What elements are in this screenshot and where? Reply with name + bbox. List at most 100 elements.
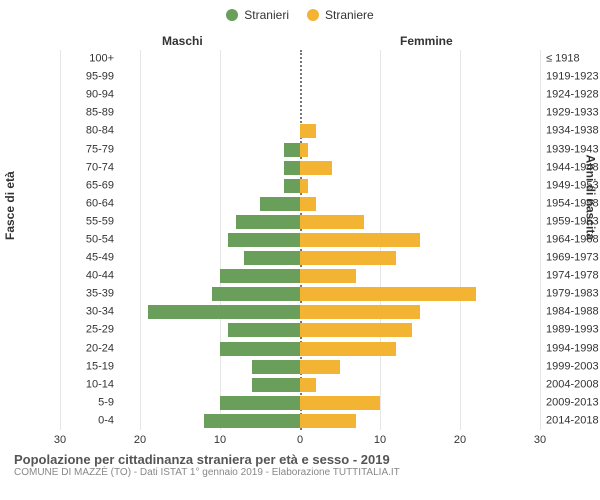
y-label-year: 1959-1963	[546, 216, 599, 227]
y-label-age: 50-54	[86, 235, 114, 246]
bar-male	[252, 360, 300, 374]
bar-male	[284, 179, 300, 193]
y-label-age: 80-84	[86, 126, 114, 137]
bar-female	[300, 251, 396, 265]
y-label-age: 70-74	[86, 162, 114, 173]
bar-female	[300, 305, 420, 319]
bar-female	[300, 179, 308, 193]
legend-female-label: Straniere	[325, 8, 374, 22]
legend-item-male: Stranieri	[226, 8, 289, 22]
bar-female	[300, 360, 340, 374]
y-label-age: 65-69	[86, 180, 114, 191]
bar-male	[212, 287, 300, 301]
bar-male	[220, 396, 300, 410]
y-label-age: 35-39	[86, 289, 114, 300]
footer: Popolazione per cittadinanza straniera p…	[0, 452, 600, 484]
y-label-age: 55-59	[86, 216, 114, 227]
y-label-year: 1969-1973	[546, 253, 599, 264]
y-label-year: 1939-1943	[546, 144, 599, 155]
chart-area: Maschi Femmine Fasce di età Anni di nasc…	[0, 22, 600, 452]
bar-female	[300, 269, 356, 283]
y-label-year: 1944-1948	[546, 162, 599, 173]
bar-male	[220, 269, 300, 283]
bar-male	[244, 251, 300, 265]
y-label-age: 75-79	[86, 144, 114, 155]
male-swatch-icon	[226, 9, 238, 21]
gridline	[220, 50, 221, 430]
y-label-year: 1974-1978	[546, 271, 599, 282]
bar-male	[228, 323, 300, 337]
bar-female	[300, 396, 380, 410]
bar-female	[300, 414, 356, 428]
legend: Stranieri Straniere	[0, 0, 600, 22]
y-label-age: 100+	[89, 54, 114, 65]
y-label-age: 40-44	[86, 271, 114, 282]
y-label-year: 2009-2013	[546, 397, 599, 408]
x-tick-label: 10	[374, 434, 386, 446]
bar-female	[300, 197, 316, 211]
bar-male	[148, 305, 300, 319]
x-tick-label: 10	[214, 434, 226, 446]
y-label-year: 1984-1988	[546, 307, 599, 318]
bar-female	[300, 215, 364, 229]
y-label-age: 20-24	[86, 343, 114, 354]
y-label-age: 60-64	[86, 198, 114, 209]
left-axis-title: Fasce di età	[3, 171, 17, 240]
y-label-age: 95-99	[86, 72, 114, 83]
legend-male-label: Stranieri	[244, 8, 289, 22]
x-tick-label: 30	[54, 434, 66, 446]
y-label-age: 25-29	[86, 325, 114, 336]
y-label-year: 2004-2008	[546, 379, 599, 390]
y-label-age: 15-19	[86, 361, 114, 372]
bar-female	[300, 143, 308, 157]
bar-female	[300, 161, 332, 175]
x-tick-label: 0	[297, 434, 303, 446]
gridline	[60, 50, 61, 430]
x-tick-label: 20	[134, 434, 146, 446]
bar-female	[300, 233, 420, 247]
bar-male	[236, 215, 300, 229]
bar-male	[284, 161, 300, 175]
y-label-year: 1929-1933	[546, 108, 599, 119]
y-label-year: 1954-1958	[546, 198, 599, 209]
bar-male	[220, 342, 300, 356]
y-label-age: 5-9	[98, 397, 114, 408]
y-label-year: 1924-1928	[546, 90, 599, 101]
y-label-year: 1979-1983	[546, 289, 599, 300]
bar-female	[300, 124, 316, 138]
gridline	[460, 50, 461, 430]
legend-item-female: Straniere	[307, 8, 374, 22]
top-label-male: Maschi	[162, 34, 203, 48]
female-swatch-icon	[307, 9, 319, 21]
y-label-year: 1949-1953	[546, 180, 599, 191]
y-label-year: 1964-1968	[546, 235, 599, 246]
bar-male	[260, 197, 300, 211]
plot	[60, 50, 540, 430]
top-label-female: Femmine	[400, 34, 453, 48]
x-tick-label: 20	[454, 434, 466, 446]
y-label-age: 10-14	[86, 379, 114, 390]
y-label-age: 90-94	[86, 90, 114, 101]
y-label-year: ≤ 1918	[546, 54, 580, 65]
bar-male	[284, 143, 300, 157]
y-label-year: 1989-1993	[546, 325, 599, 336]
bar-male	[252, 378, 300, 392]
y-label-age: 85-89	[86, 108, 114, 119]
footer-subtitle: COMUNE DI MAZZÈ (TO) - Dati ISTAT 1° gen…	[14, 467, 586, 478]
y-label-age: 0-4	[98, 415, 114, 426]
footer-title: Popolazione per cittadinanza straniera p…	[14, 452, 586, 467]
gridline	[140, 50, 141, 430]
y-label-year: 2014-2018	[546, 415, 599, 426]
bar-female	[300, 287, 476, 301]
gridline	[540, 50, 541, 430]
x-tick-label: 30	[534, 434, 546, 446]
y-label-age: 45-49	[86, 253, 114, 264]
bar-male	[228, 233, 300, 247]
y-label-year: 1999-2003	[546, 361, 599, 372]
y-label-year: 1919-1923	[546, 72, 599, 83]
y-label-age: 30-34	[86, 307, 114, 318]
bar-female	[300, 378, 316, 392]
bar-female	[300, 342, 396, 356]
bar-male	[204, 414, 300, 428]
y-label-year: 1934-1938	[546, 126, 599, 137]
